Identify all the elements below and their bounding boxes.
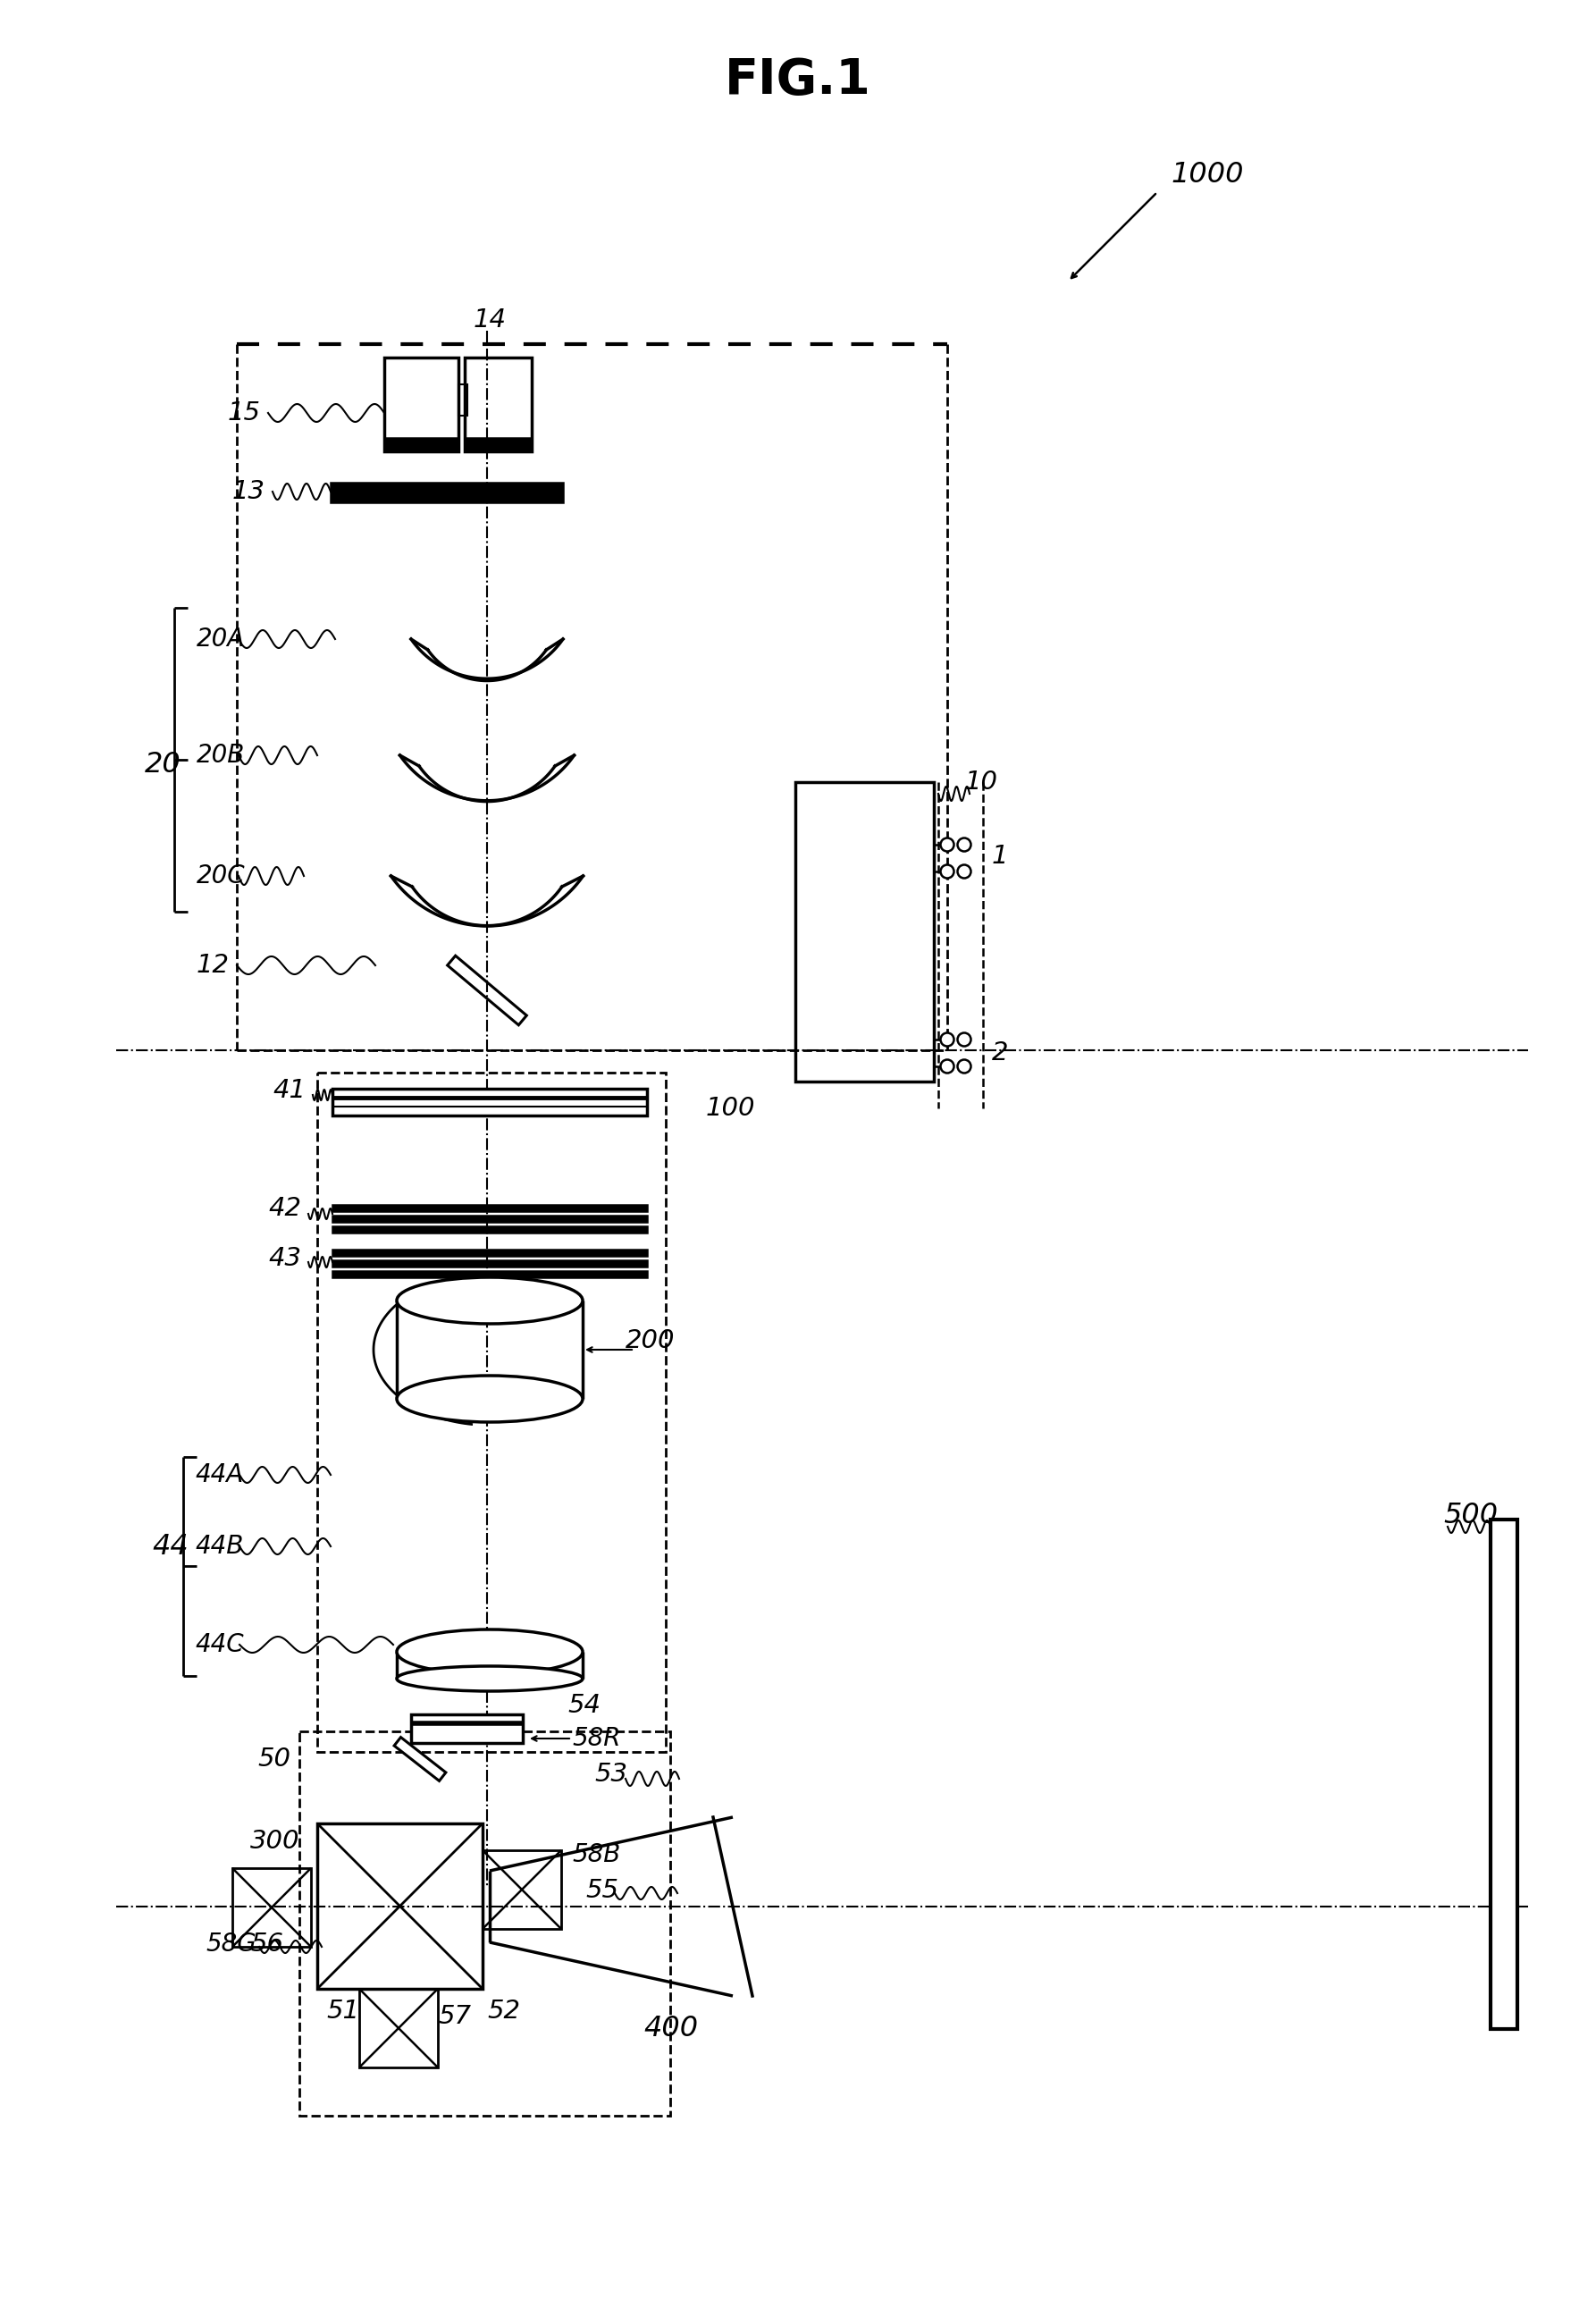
Text: 20A: 20A	[196, 628, 246, 651]
Text: 20: 20	[145, 750, 182, 777]
Bar	[332, 1227, 646, 1232]
Text: 53: 53	[594, 1763, 627, 1788]
Bar	[464, 438, 531, 452]
Bar	[332, 1216, 646, 1223]
Text: 56: 56	[251, 1931, 282, 1956]
Text: 20B: 20B	[196, 743, 246, 768]
Ellipse shape	[397, 1629, 583, 1675]
Bar	[482, 1850, 562, 1929]
Bar	[318, 1823, 482, 1989]
Text: 300: 300	[251, 1829, 300, 1855]
Circle shape	[940, 1034, 954, 1047]
Circle shape	[940, 1059, 954, 1073]
Text: 1: 1	[993, 844, 1009, 870]
Text: 44C: 44C	[195, 1631, 244, 1656]
Text: FIG.1: FIG.1	[725, 55, 871, 104]
Bar	[385, 358, 458, 452]
Bar	[300, 1730, 670, 2116]
Bar	[332, 1204, 646, 1211]
Circle shape	[958, 1059, 970, 1073]
Polygon shape	[394, 1737, 445, 1781]
Text: 43: 43	[268, 1246, 302, 1271]
Text: 44A: 44A	[195, 1463, 243, 1488]
Text: 58R: 58R	[571, 1726, 621, 1751]
Polygon shape	[447, 955, 527, 1024]
Bar	[385, 438, 458, 452]
Text: 100: 100	[705, 1096, 755, 1121]
Text: 51: 51	[326, 1998, 359, 2023]
Ellipse shape	[397, 1375, 583, 1421]
Bar	[412, 1714, 523, 1744]
Ellipse shape	[397, 1278, 583, 1324]
Ellipse shape	[397, 1666, 583, 1691]
Text: 13: 13	[233, 480, 265, 505]
Bar	[795, 782, 934, 1082]
Bar	[332, 1271, 646, 1278]
Text: 44: 44	[152, 1532, 188, 1560]
Text: 50: 50	[257, 1746, 290, 1772]
Text: 44B: 44B	[195, 1534, 243, 1560]
Bar	[359, 1989, 437, 2067]
Text: 200: 200	[626, 1329, 675, 1354]
Text: 58G: 58G	[206, 1931, 257, 1956]
Bar	[458, 385, 468, 415]
Text: 52: 52	[487, 1998, 520, 2023]
Circle shape	[940, 837, 954, 851]
Bar	[318, 1073, 666, 1751]
Text: 55: 55	[586, 1878, 618, 1903]
Bar	[332, 1260, 646, 1267]
Bar	[332, 1089, 646, 1117]
Text: 15: 15	[228, 401, 260, 424]
Text: 12: 12	[196, 953, 230, 978]
Text: 54: 54	[568, 1693, 600, 1719]
Circle shape	[940, 865, 954, 879]
Text: 2: 2	[993, 1040, 1009, 1066]
Circle shape	[958, 1034, 970, 1047]
Text: 400: 400	[643, 2014, 697, 2044]
Bar	[332, 1250, 646, 1255]
Circle shape	[958, 865, 970, 879]
Text: 20C: 20C	[196, 863, 246, 888]
Bar	[330, 482, 563, 503]
Text: 58B: 58B	[571, 1843, 621, 1866]
Text: 1000: 1000	[1170, 161, 1243, 189]
Bar	[233, 1869, 311, 1947]
Bar	[1491, 1520, 1518, 2030]
Circle shape	[958, 837, 970, 851]
Text: 41: 41	[273, 1077, 305, 1103]
Bar	[464, 358, 531, 452]
Text: 14: 14	[474, 307, 506, 332]
Text: 57: 57	[437, 2005, 471, 2030]
Text: 10: 10	[966, 771, 998, 794]
Text: 42: 42	[268, 1195, 302, 1220]
Text: 500: 500	[1443, 1502, 1497, 1530]
